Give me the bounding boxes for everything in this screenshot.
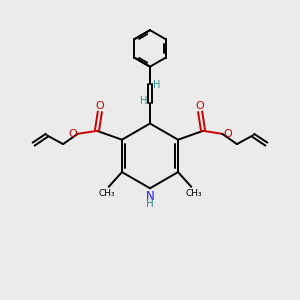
Text: CH₃: CH₃: [98, 189, 115, 198]
Text: CH₃: CH₃: [185, 189, 202, 198]
Text: O: O: [68, 129, 77, 139]
Text: O: O: [196, 101, 205, 111]
Text: H: H: [153, 80, 160, 90]
Text: H: H: [140, 96, 147, 106]
Text: O: O: [223, 129, 232, 139]
Text: O: O: [95, 101, 104, 111]
Text: N: N: [146, 190, 154, 203]
Text: H: H: [146, 199, 154, 208]
